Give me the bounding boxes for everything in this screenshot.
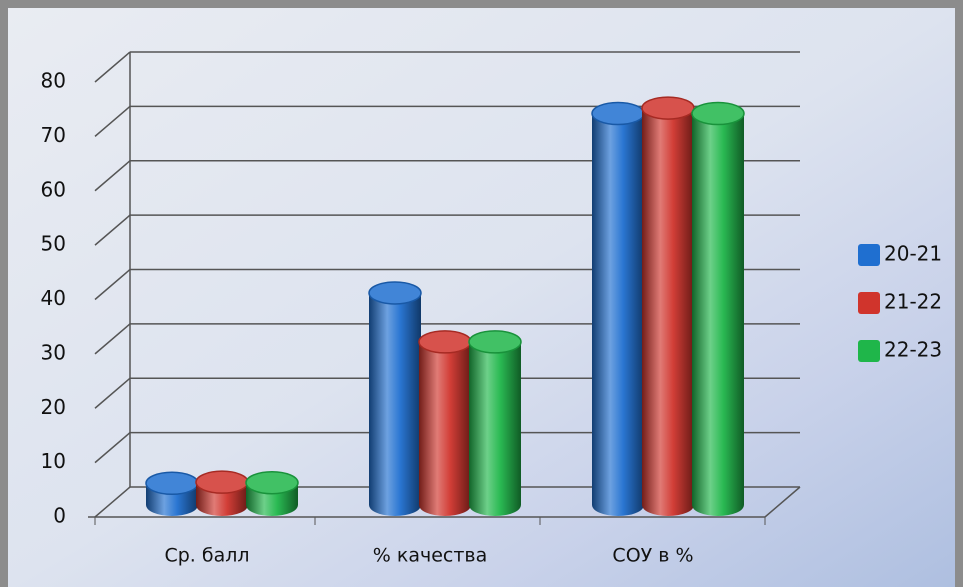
x-tick-label: СОУ в % xyxy=(612,545,693,567)
bar-body xyxy=(642,108,694,505)
grid-line xyxy=(94,377,131,409)
legend-swatch xyxy=(858,292,880,314)
x-tick-label: Ср. балл xyxy=(164,545,249,567)
bar-top xyxy=(591,101,645,126)
bar xyxy=(145,471,199,516)
legend-label: 22-23 xyxy=(884,338,942,362)
grid-line xyxy=(94,268,131,301)
bar xyxy=(691,101,745,516)
bar-top xyxy=(691,101,745,126)
y-tick-label: 50 xyxy=(41,232,66,256)
bar-body xyxy=(592,113,644,505)
bar-top xyxy=(245,470,299,495)
grid-line xyxy=(94,432,131,464)
bar-body xyxy=(369,292,421,505)
grid-line xyxy=(94,486,131,518)
bar xyxy=(368,281,422,516)
y-tick-label: 80 xyxy=(41,69,66,93)
y-tick-label: 60 xyxy=(41,177,66,201)
legend-swatch xyxy=(858,244,880,266)
y-tick-label: 20 xyxy=(41,395,66,419)
legend-label: 20-21 xyxy=(884,242,942,266)
grid-line xyxy=(94,323,131,355)
bar xyxy=(468,330,522,516)
bar xyxy=(641,96,695,516)
bar-top xyxy=(145,471,199,495)
bar-body xyxy=(419,341,471,505)
legend-label: 21-22 xyxy=(884,290,942,314)
bar-body xyxy=(692,113,744,505)
bar-top xyxy=(418,330,472,354)
bar xyxy=(195,470,249,516)
bar xyxy=(418,330,472,516)
bar-body xyxy=(469,341,521,505)
y-tick-label: 0 xyxy=(53,504,66,528)
y-tick-label: 70 xyxy=(41,123,66,147)
x-tick-label: % качества xyxy=(373,545,487,567)
bar-top xyxy=(368,281,422,305)
grid-line xyxy=(94,160,131,192)
bar xyxy=(591,101,645,516)
y-tick-label: 40 xyxy=(41,286,66,310)
bar-top xyxy=(641,96,695,120)
bar-top xyxy=(195,470,249,494)
grid-line xyxy=(94,51,131,83)
y-tick-label: 30 xyxy=(41,340,66,364)
y-tick-label: 10 xyxy=(41,449,66,473)
legend-swatch xyxy=(858,340,880,362)
bar xyxy=(245,470,299,516)
grid-line xyxy=(94,105,131,137)
grid-line xyxy=(94,214,131,246)
bar-top xyxy=(468,330,522,354)
